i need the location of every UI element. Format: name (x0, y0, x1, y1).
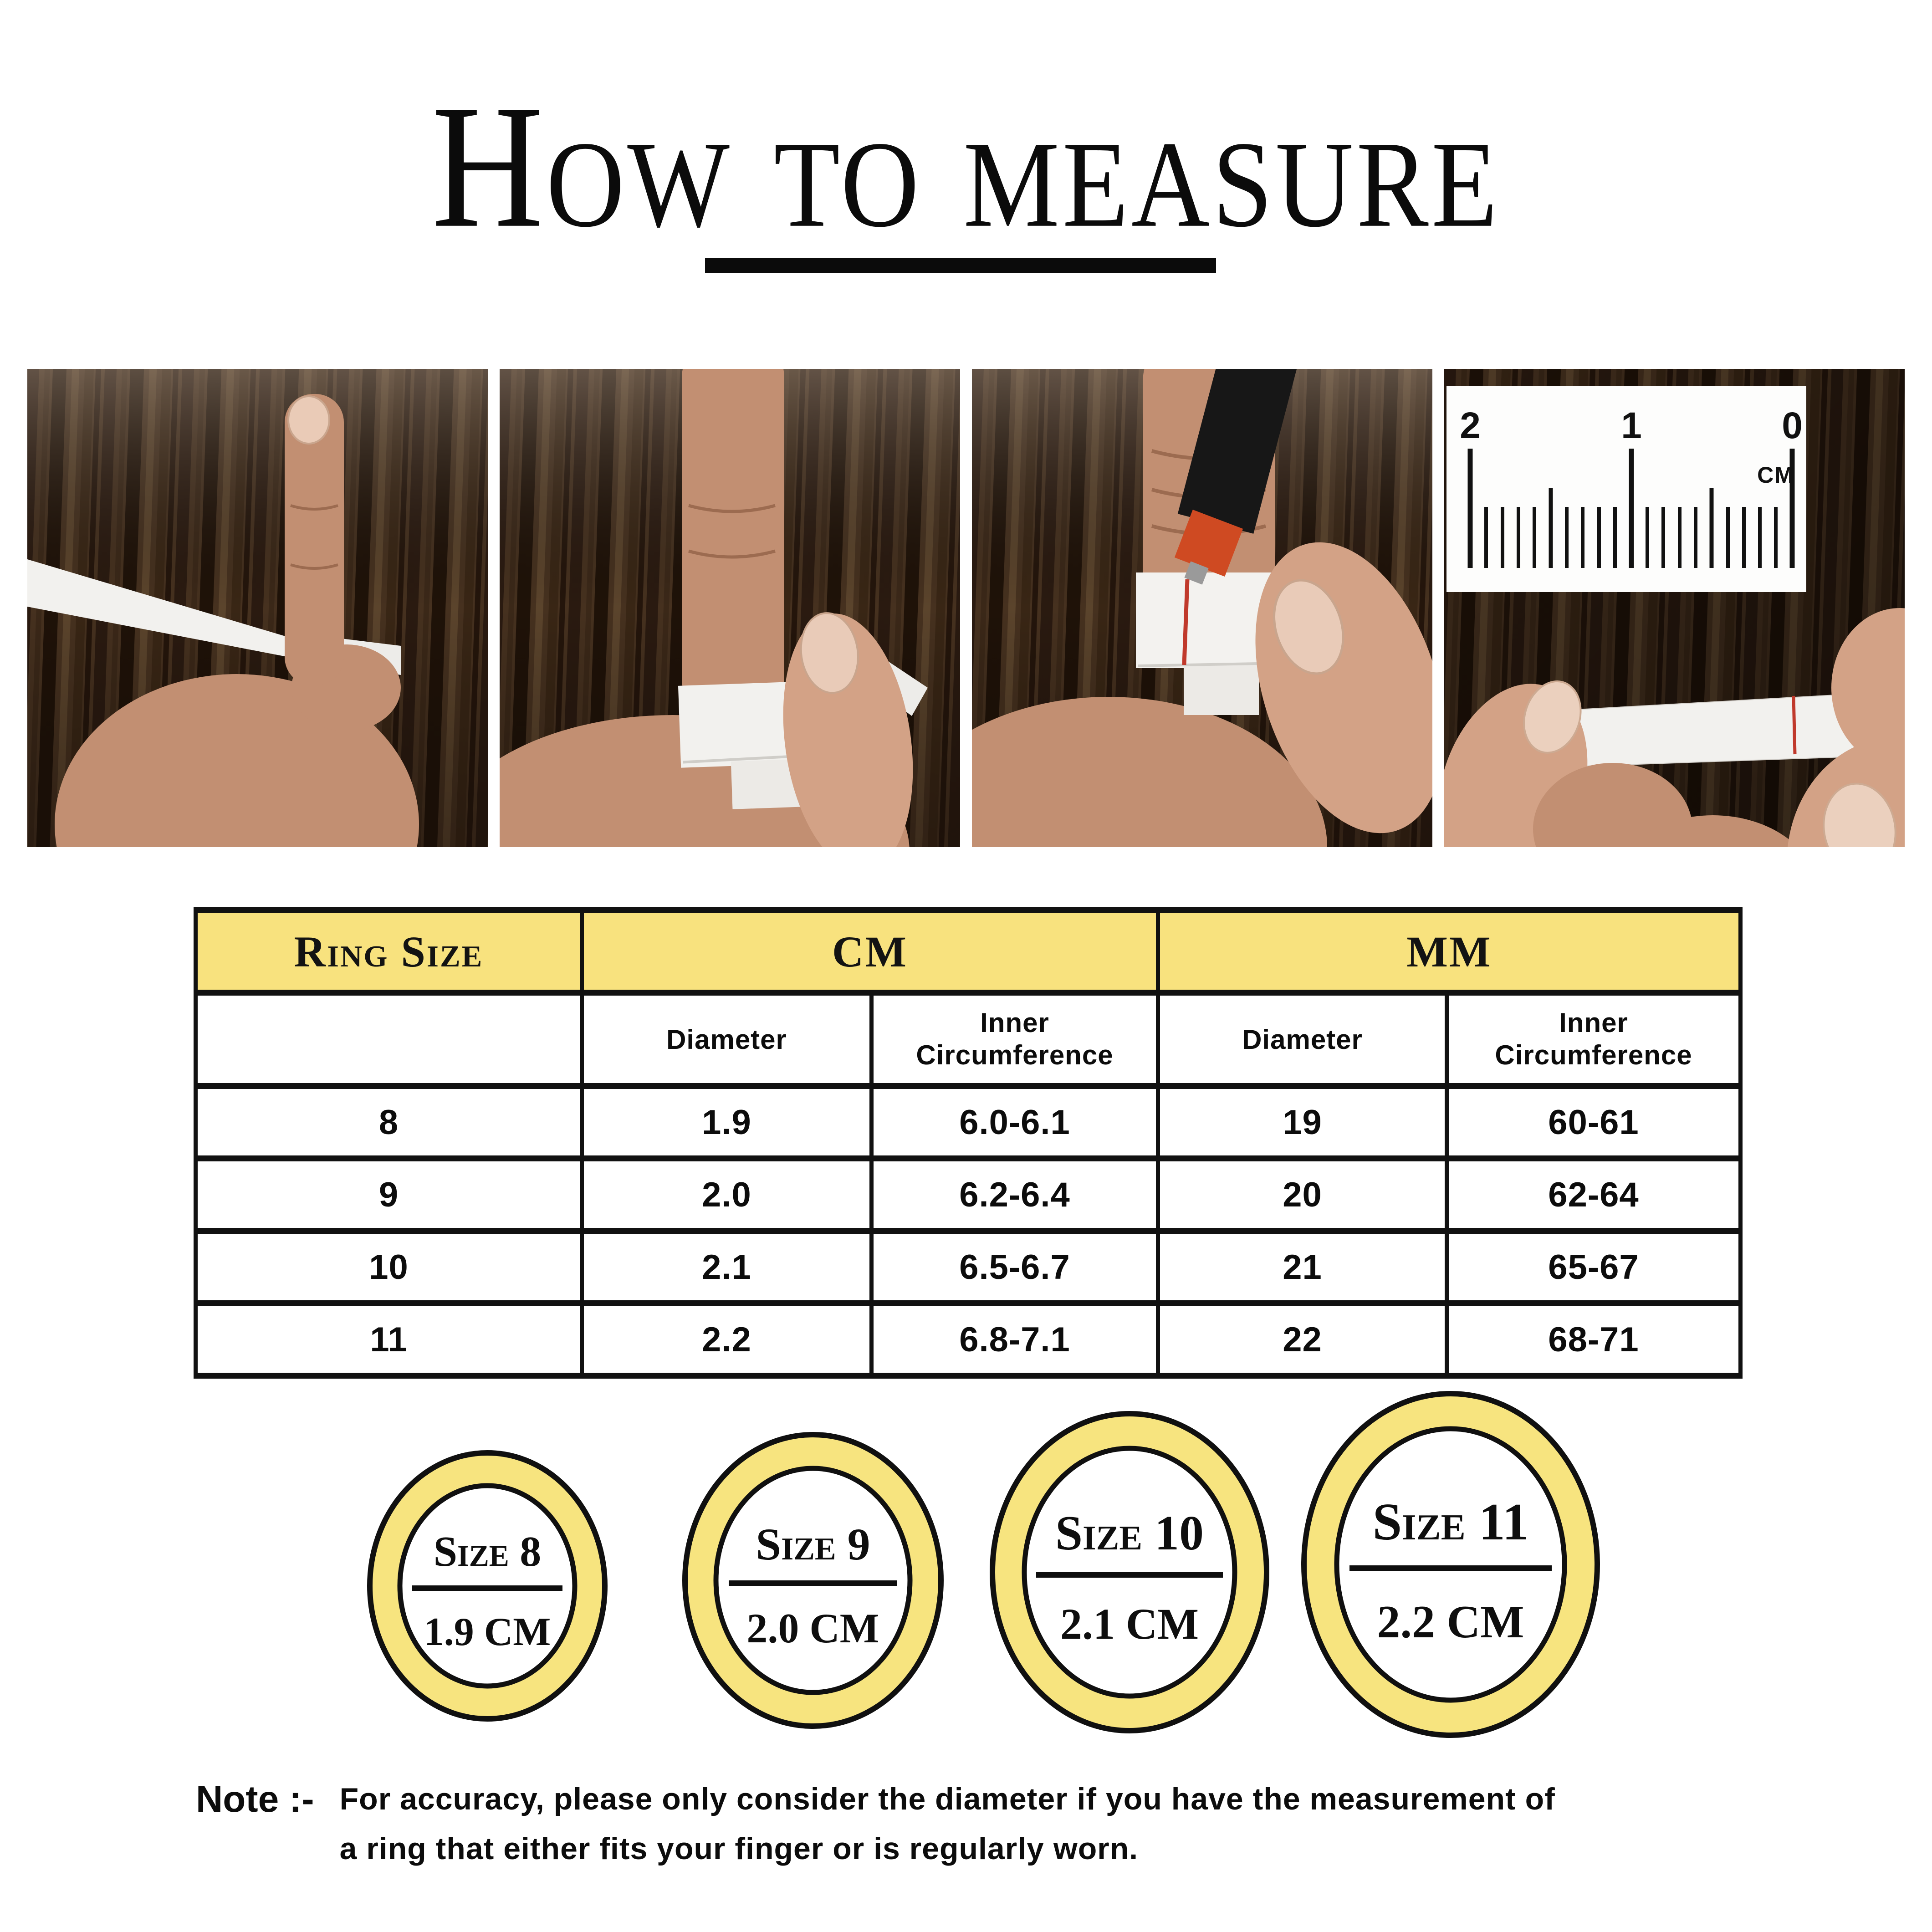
paper-strip (27, 559, 287, 657)
pen-tip-grip (1174, 509, 1243, 577)
ring-diameter-value: 2.2 CM (1377, 1596, 1524, 1648)
ring-graphic-size-8: Size 8 1.9 CM (367, 1450, 608, 1722)
thumbnail-nail (1523, 680, 1582, 754)
thumb (783, 612, 913, 847)
ring-size-label: Size 8 (434, 1528, 542, 1575)
ring-graphic-size-10: Size 10 2.1 CM (990, 1411, 1269, 1733)
pen-nib (1184, 561, 1209, 585)
fingernail (287, 395, 330, 445)
table-row: 10 2.1 6.5-6.7 21 65-67 (194, 1228, 1743, 1306)
table-header-row: Ring Size CM MM (194, 907, 1743, 996)
ring-size-circles: Size 8 1.9 CM Size 9 2.0 CM Size 10 2.1 … (367, 1391, 1600, 1738)
thumbnail-nail (1823, 782, 1896, 847)
cell-cm-inner: 6.0-6.1 (869, 1083, 1160, 1161)
ruler-card: 2 1 0 CM (1446, 386, 1806, 592)
cell-ring-size: 9 (194, 1155, 584, 1234)
red-mark-line (1182, 579, 1190, 665)
cell-cm-diameter: 2.2 (580, 1300, 874, 1379)
knuckle-crease (290, 563, 338, 570)
ring-diameter-value: 2.0 CM (746, 1605, 879, 1651)
subheader-mm-diameter: Diameter (1156, 990, 1449, 1089)
subheader-text: Inner Circumference (1495, 1007, 1692, 1070)
ring-diameter-value: 1.9 CM (424, 1610, 551, 1654)
table-row: 8 1.9 6.0-6.1 19 60-61 (194, 1083, 1743, 1161)
knuckle-crease (688, 549, 776, 559)
knuckle (1628, 815, 1798, 847)
ring-size-label: Size 9 (756, 1519, 870, 1569)
index-finger (1533, 763, 1692, 847)
subheader-text: Inner Circumference (916, 1007, 1114, 1070)
index-finger (682, 369, 784, 724)
ring-size-table: Ring Size CM MM Diameter Inner Circumfer… (194, 907, 1743, 1379)
ruler-ticks (1467, 449, 1795, 568)
cell-mm-inner: 68-71 (1445, 1300, 1743, 1379)
note-line-1: For accuracy, please only consider the d… (339, 1782, 1555, 1816)
page-title: How to measure (431, 68, 1501, 265)
right-hand (1787, 608, 1905, 847)
cell-cm-inner: 6.5-6.7 (869, 1228, 1160, 1306)
measure-steps-photos: 2 1 0 CM (27, 369, 1905, 847)
ring-size-label: Size 11 (1373, 1493, 1529, 1551)
note: Note :- For accuracy, please only consid… (196, 1774, 1781, 1874)
header-mm: MM (1156, 907, 1743, 996)
hand (55, 394, 419, 847)
cell-mm-inner: 62-64 (1445, 1155, 1743, 1234)
thumbnail-nail (800, 612, 859, 694)
cell-mm-diameter: 22 (1156, 1300, 1449, 1379)
pen-barrel (1177, 369, 1297, 534)
header-ring-size: Ring Size (194, 907, 584, 996)
cell-mm-diameter: 19 (1156, 1083, 1449, 1161)
ring-size-label: Size 10 (1055, 1506, 1204, 1560)
cell-mm-diameter: 21 (1156, 1228, 1449, 1306)
knuckle-crease (688, 504, 776, 513)
photo-step-2-wrapped (500, 369, 960, 847)
cell-cm-diameter: 1.9 (580, 1083, 874, 1161)
ruler-number: 2 (1460, 405, 1481, 446)
subheader-cm-diameter: Diameter (580, 990, 874, 1089)
header-cm: CM (580, 907, 1160, 996)
ring-inner (1334, 1426, 1567, 1703)
note-label: Note :- (196, 1779, 314, 1820)
cell-cm-diameter: 2.1 (580, 1228, 874, 1306)
subheader-cm-inner: Inner Circumference (869, 990, 1160, 1089)
cell-cm-inner: 6.2-6.4 (869, 1155, 1160, 1234)
table-subheader-row: Diameter Inner Circumference Diameter In… (194, 990, 1743, 1089)
note-text: For accuracy, please only consider the d… (340, 1774, 1661, 1874)
photo-step-3-mark (972, 369, 1432, 847)
cell-ring-size: 11 (194, 1300, 584, 1379)
ring-graphic-size-11: Size 11 2.2 CM (1301, 1391, 1600, 1738)
thumbnail-nail (1273, 579, 1344, 675)
photo-step-4-measure: 2 1 0 CM (1444, 369, 1905, 847)
table-row: 9 2.0 6.2-6.4 20 62-64 (194, 1155, 1743, 1234)
note-line-2: a ring that either fits your finger or i… (339, 1831, 1139, 1866)
photo-step-1-wrap-strip (27, 369, 488, 847)
cell-mm-diameter: 20 (1156, 1155, 1449, 1234)
table-row: 11 2.2 6.8-7.1 22 68-71 (194, 1300, 1743, 1379)
ring-diameter-value: 2.1 CM (1060, 1600, 1199, 1648)
cell-ring-size: 8 (194, 1083, 584, 1161)
cell-mm-inner: 65-67 (1445, 1228, 1743, 1306)
marker-pen (1174, 369, 1297, 585)
subheader-mm-inner: Inner Circumference (1445, 990, 1743, 1089)
index-finger (285, 394, 344, 685)
cell-cm-inner: 6.8-7.1 (869, 1300, 1160, 1379)
red-mark-line (1792, 695, 1797, 755)
cell-ring-size: 10 (194, 1228, 584, 1306)
ring-graphic-size-9: Size 9 2.0 CM (682, 1432, 944, 1729)
title-underline (705, 258, 1216, 273)
subheader-empty (194, 990, 584, 1089)
ruler-unit-label: CM (1757, 462, 1794, 488)
knuckle-crease (290, 504, 338, 511)
thumb (1255, 542, 1432, 833)
left-hand (1444, 680, 1798, 847)
ruler-number: 0 (1782, 405, 1803, 446)
index-finger (1831, 608, 1905, 767)
ruler-number: 1 (1621, 405, 1642, 446)
cell-cm-diameter: 2.0 (580, 1155, 874, 1234)
cell-mm-inner: 60-61 (1445, 1083, 1743, 1161)
